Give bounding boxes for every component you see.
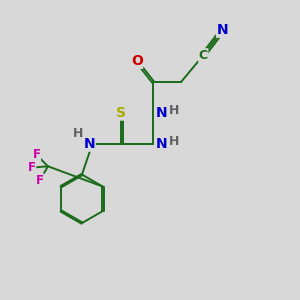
Text: F: F <box>36 174 44 187</box>
Text: F: F <box>32 148 40 161</box>
Text: O: O <box>131 54 142 68</box>
Text: H: H <box>169 135 179 148</box>
Text: F: F <box>28 161 36 174</box>
Text: N: N <box>156 137 168 151</box>
Text: S: S <box>116 106 126 120</box>
Text: H: H <box>73 127 83 140</box>
Text: N: N <box>83 137 95 151</box>
Text: N: N <box>217 23 228 37</box>
Text: H: H <box>169 104 179 117</box>
Text: N: N <box>156 106 168 120</box>
Text: C: C <box>199 49 208 62</box>
